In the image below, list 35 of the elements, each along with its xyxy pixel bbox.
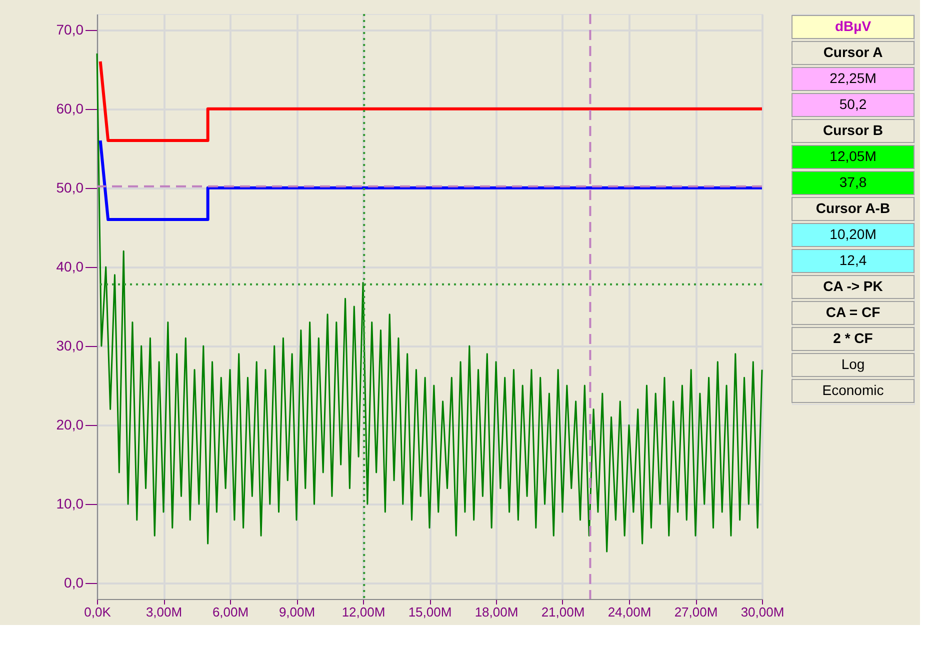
- x-tick-label: 27,00M: [674, 604, 718, 620]
- text: CA -> PK: [823, 278, 883, 294]
- text: 22,25M: [830, 70, 876, 86]
- text: dBµV: [834, 18, 872, 34]
- y-tick-label: 10,0: [56, 496, 84, 512]
- text: CA = CF: [826, 304, 881, 320]
- y-tick-label: 0,0: [64, 574, 84, 591]
- y-tick-label: 20,0: [56, 416, 84, 433]
- text: Economic: [822, 382, 884, 398]
- text: Log: [841, 356, 865, 372]
- x-tick-label: 3,00M: [146, 604, 182, 620]
- text: 2 * CF: [833, 330, 874, 346]
- y-tick-label: 30,0: [56, 338, 84, 354]
- text: 37,8: [839, 174, 867, 190]
- x-tick-label: 24,00M: [608, 604, 652, 620]
- y-tick-label: 40,0: [56, 258, 84, 274]
- y-tick-label: 50,0: [56, 179, 84, 196]
- x-tick-label: 15,00M: [408, 604, 452, 620]
- x-tick-label: 21,00M: [541, 604, 585, 620]
- y-tick-label: 70,0: [56, 21, 84, 38]
- x-tick-label: 0,0K: [84, 604, 112, 620]
- x-tick-label: 6,00M: [212, 604, 249, 620]
- y-tick-label: 60,0: [56, 100, 84, 116]
- text: 12,05M: [830, 148, 876, 164]
- text: Cursor A: [823, 44, 883, 60]
- line-series: [96, 52, 763, 552]
- x-tick-label: 30,00M: [740, 604, 784, 620]
- text: 50,2: [839, 96, 867, 112]
- text: Cursor A-B: [816, 200, 890, 216]
- x-tick-label: 12,00M: [342, 604, 386, 620]
- text: 12,4: [839, 252, 867, 268]
- text: 10,20M: [830, 226, 876, 242]
- x-tick-label: 9,00M: [278, 604, 316, 620]
- text: Cursor B: [823, 122, 883, 138]
- x-tick-label: 18,00M: [474, 604, 518, 620]
